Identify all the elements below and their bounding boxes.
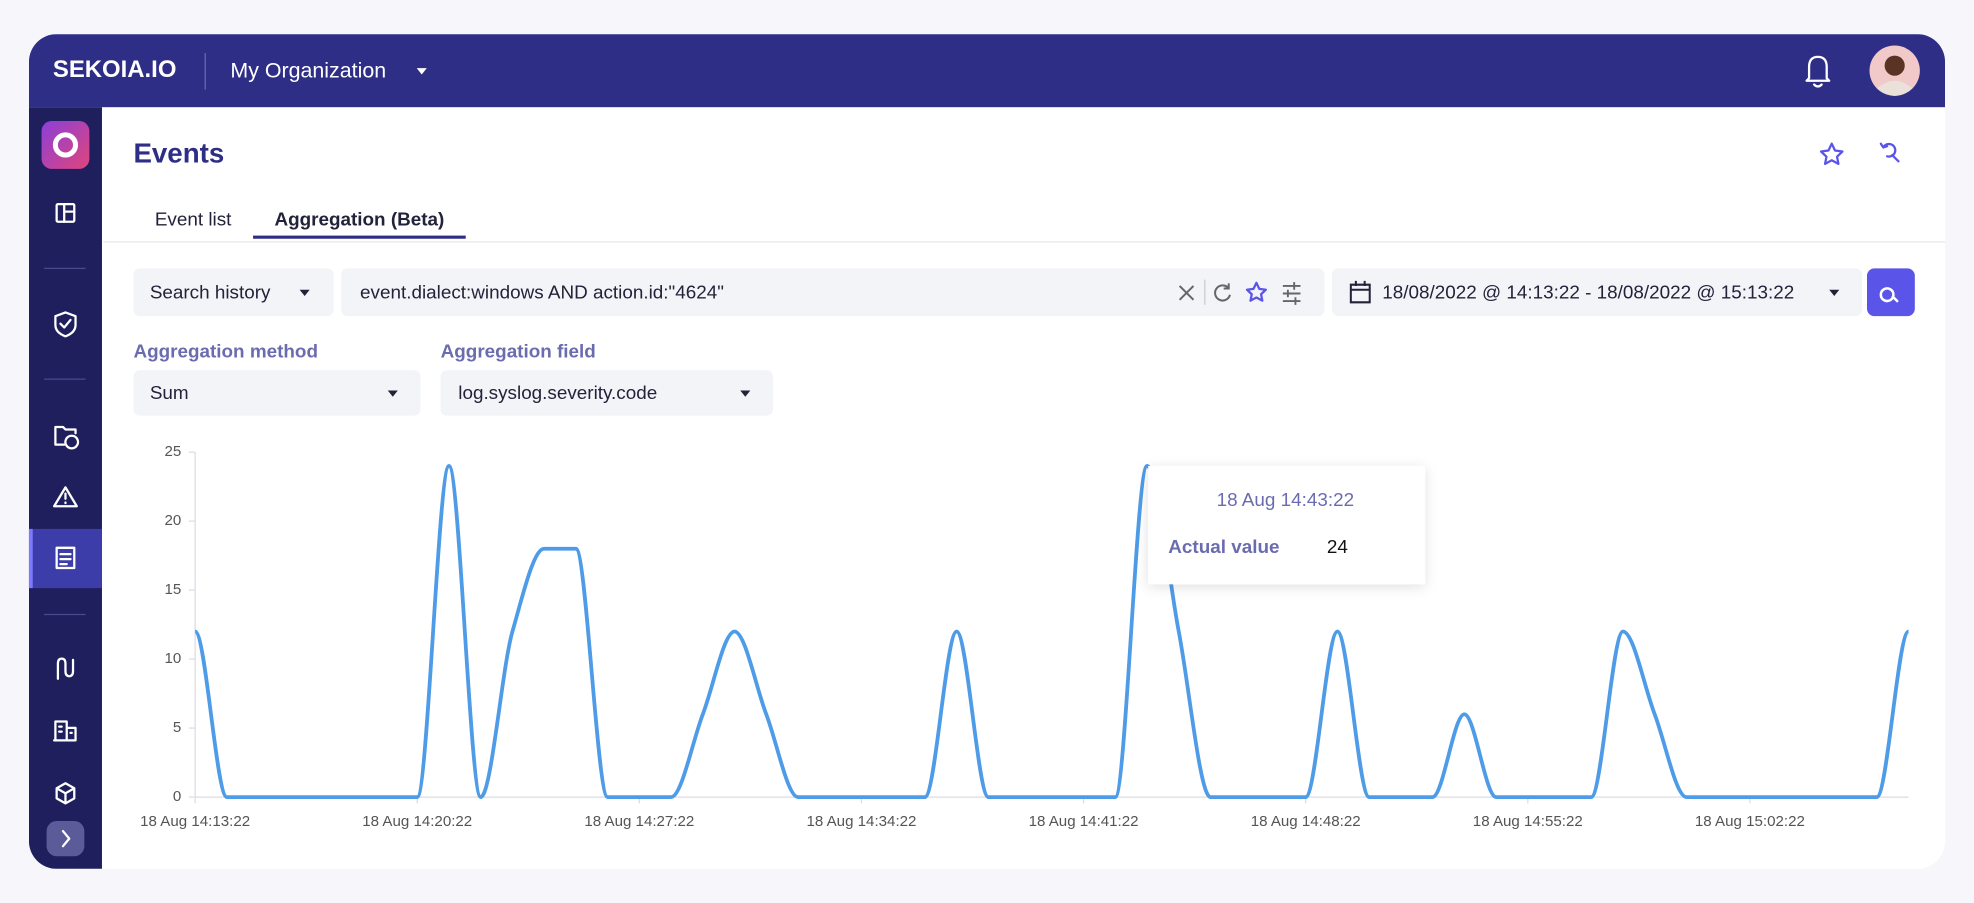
tooltip-title: 18 Aug 14:43:22: [1217, 490, 1355, 511]
query-input[interactable]: [341, 268, 1325, 317]
expand-chevron: [61, 829, 71, 848]
calendar-icon: [1349, 280, 1371, 304]
active-indicator: [28, 528, 33, 589]
history-icon[interactable]: [1879, 142, 1900, 163]
history-label: Search history: [150, 282, 271, 303]
brand[interactable]: SEKOIA.IO: [53, 56, 177, 83]
x-tick-label: 18 Aug 14:13:22: [140, 813, 250, 830]
caret: [299, 289, 310, 297]
x-tick-label: 18 Aug 14:41:22: [1029, 813, 1139, 830]
y-tick-label: 5: [173, 719, 181, 736]
alert-icon[interactable]: [53, 486, 78, 508]
y-tick-label: 20: [164, 512, 181, 529]
shield-icon[interactable]: [54, 311, 77, 338]
intel-icon[interactable]: [55, 782, 76, 805]
method-select[interactable]: [133, 370, 421, 416]
data-line: [193, 464, 1911, 799]
tab-underline: [253, 235, 466, 239]
x-tick-label: 18 Aug 15:02:22: [1695, 813, 1805, 830]
tab[interactable]: Aggregation (Beta): [274, 209, 444, 230]
search-button[interactable]: [1866, 268, 1915, 317]
favorite-icon[interactable]: [1819, 142, 1844, 165]
refresh-icon[interactable]: [1214, 283, 1231, 302]
tooltip-box: [1148, 465, 1426, 585]
expand-button[interactable]: [46, 820, 85, 857]
caret: [740, 390, 751, 397]
x-tick-label: 18 Aug 14:20:22: [362, 813, 472, 830]
x-tick-label: 18 Aug 14:27:22: [584, 813, 694, 830]
field-select[interactable]: [440, 370, 773, 416]
top-bar: [28, 34, 1946, 108]
tooltip-label: Actual value: [1168, 537, 1279, 558]
app-logo-ring: [52, 132, 79, 158]
folder-icon[interactable]: [54, 425, 80, 450]
method-label: Aggregation method: [133, 342, 318, 363]
caret: [1829, 289, 1840, 297]
org-caret[interactable]: [416, 68, 427, 75]
app-logo[interactable]: [41, 121, 90, 169]
chart: 0 5 10 15 20 25 18 Aug 14:13:22 18 Aug 14:20:22…: [140, 443, 1911, 830]
x-tick-label: 18 Aug 14:48:22: [1251, 813, 1361, 830]
y-tick-label: 0: [173, 788, 181, 805]
organization[interactable]: My Organization: [230, 59, 386, 83]
card: [28, 34, 1946, 869]
avatar[interactable]: [1869, 45, 1920, 96]
field-value: log.syslog.severity.code: [458, 383, 657, 404]
save-query-icon[interactable]: [1245, 281, 1267, 302]
method-value: Sum: [150, 383, 189, 404]
tooltip-value: 24: [1327, 537, 1348, 558]
page-title: Events: [133, 137, 224, 168]
tab[interactable]: Event list: [155, 209, 232, 230]
assets-icon[interactable]: [53, 720, 77, 742]
bell-icon[interactable]: [1805, 55, 1831, 88]
playbook-icon[interactable]: [56, 657, 75, 680]
y-tick-label: 10: [164, 650, 181, 667]
clear-icon[interactable]: [1178, 285, 1195, 301]
x-tick-label: 18 Aug 14:34:22: [806, 813, 916, 830]
dashboard-icon[interactable]: [55, 202, 76, 223]
search-icon: [1879, 287, 1899, 303]
date-picker[interactable]: [1331, 268, 1862, 317]
query-text: event.dialect:windows AND action.id:"462…: [360, 282, 724, 303]
date-range: 18/08/2022 @ 14:13:22 - 18/08/2022 @ 15:…: [1382, 282, 1794, 303]
tooltip: 18 Aug 14:43:22 Actual value 24: [1148, 465, 1426, 585]
events-icon[interactable]: [55, 546, 76, 570]
y-tick-label: 15: [164, 581, 181, 598]
field-label: Aggregation field: [441, 342, 596, 363]
caret: [387, 390, 398, 397]
y-tick-label: 25: [164, 443, 181, 460]
filter-icon[interactable]: [1282, 282, 1301, 305]
x-tick-label: 18 Aug 14:55:22: [1473, 813, 1583, 830]
history-select[interactable]: [133, 268, 334, 317]
